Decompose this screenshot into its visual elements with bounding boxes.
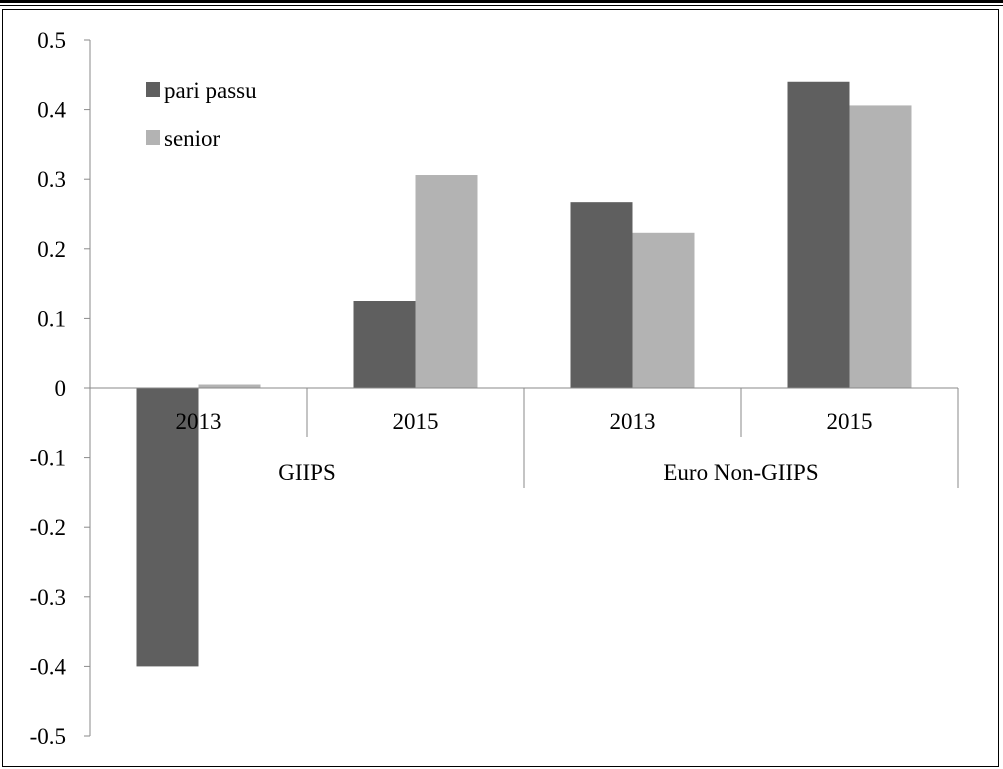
bar-pari-passu-1 xyxy=(353,301,416,388)
x-category-label: 2013 xyxy=(610,409,656,434)
y-tick-label: 0.4 xyxy=(37,98,66,123)
bar-senior-0 xyxy=(198,384,261,388)
x-axis: 2013 2015 2013 2015 GIIPS Euro Non-GIIPS xyxy=(89,387,959,488)
x-group-label: Euro Non-GIIPS xyxy=(663,460,818,485)
bar-pari-passu-0 xyxy=(136,388,199,667)
y-tick-label: 0.3 xyxy=(37,167,66,192)
x-group-label: GIIPS xyxy=(278,460,336,485)
top-rule-thin xyxy=(0,5,1003,6)
x-category-label: 2015 xyxy=(827,409,873,434)
bar-pari-passu-3 xyxy=(787,81,850,388)
y-tick-label: -0.3 xyxy=(30,585,66,610)
legend-label-senior: senior xyxy=(164,126,221,151)
bar-pari-passu-2 xyxy=(570,202,633,388)
legend-label-pari-passu: pari passu xyxy=(164,78,257,103)
y-tick-label: 0.5 xyxy=(37,28,66,53)
bars xyxy=(136,81,912,667)
y-tick-label: 0 xyxy=(55,376,67,401)
legend-swatch-senior xyxy=(146,130,160,145)
y-axis: 0.5 0.4 0.3 0.2 0.1 0 -0.1 -0.2 -0.3 -0.4 -0.5 xyxy=(30,28,91,749)
bar-senior-1 xyxy=(415,175,478,388)
bar-senior-3 xyxy=(849,105,912,388)
x-category-label: 2013 xyxy=(176,409,222,434)
chart-frame xyxy=(2,9,999,767)
x-category-label: 2015 xyxy=(393,409,439,434)
legend-swatch-pari-passu xyxy=(146,82,160,97)
y-tick-label: 0.2 xyxy=(37,237,66,262)
y-tick-label: -0.4 xyxy=(30,654,67,679)
y-tick-label: 0.1 xyxy=(37,306,66,331)
y-tick-label: -0.1 xyxy=(30,446,66,471)
top-rule-thick xyxy=(0,0,1003,3)
bar-senior-2 xyxy=(632,232,695,388)
y-tick-label: -0.5 xyxy=(30,724,66,749)
legend: pari passu senior xyxy=(146,78,257,151)
y-tick-label: -0.2 xyxy=(30,515,66,540)
